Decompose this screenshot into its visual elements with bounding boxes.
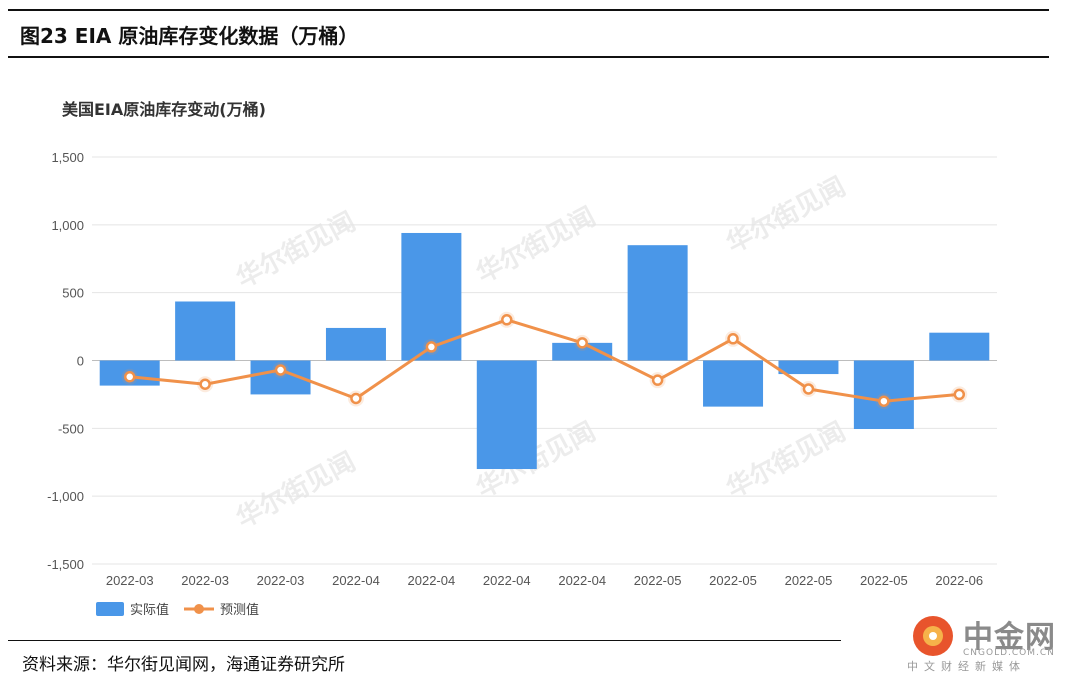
- bar: [627, 245, 688, 361]
- bar: [853, 360, 914, 430]
- x-tick-label: 2022-04: [483, 573, 531, 588]
- data-point: [199, 378, 211, 390]
- title-rule: [8, 56, 1049, 58]
- logo-tagline: 中文财经新媒体: [907, 660, 1026, 673]
- y-tick-label: -1,500: [47, 557, 84, 572]
- data-point: [425, 341, 438, 353]
- data-point: [878, 395, 890, 407]
- legend-label: 实际值: [130, 602, 169, 618]
- y-tick-label: 500: [62, 286, 84, 301]
- data-point: [123, 371, 136, 383]
- x-tick-label: 2022-05: [860, 573, 908, 588]
- y-tick-label: -1,000: [47, 489, 84, 504]
- data-point: [651, 374, 664, 386]
- x-tick-label: 2022-03: [257, 573, 305, 588]
- legend-label: 预测值: [220, 602, 259, 618]
- logo-url: CNGOLD.COM.CN: [963, 648, 1055, 658]
- bar: [929, 332, 990, 361]
- logo-name: 中金网: [963, 620, 1056, 655]
- y-tick-label: 1,000: [51, 218, 84, 233]
- y-tick-label: 0: [77, 354, 84, 369]
- data-point: [274, 364, 287, 376]
- legend-swatch-dot: [194, 604, 204, 614]
- source-rule: [8, 640, 841, 641]
- y-tick-label: -500: [58, 421, 84, 436]
- figure-title: 图23 EIA 原油库存变化数据（万桶）: [20, 24, 359, 48]
- x-tick-label: 2022-04: [408, 573, 456, 588]
- logo-icon: [913, 616, 953, 656]
- logo: 中金网 CNGOLD.COM.CN 中文财经新媒体: [905, 610, 1065, 680]
- x-tick-label: 2022-05: [709, 573, 757, 588]
- x-tick-label: 2022-05: [785, 573, 833, 588]
- data-point: [576, 337, 588, 349]
- data-point: [501, 314, 513, 326]
- data-point: [953, 388, 966, 401]
- x-tick-label: 2022-03: [181, 573, 229, 588]
- data-point: [350, 392, 362, 405]
- chart-canvas: 1,500 1,000 500 0 -500 -1,000 -1,500 2022-03 202…: [47, 150, 997, 618]
- data-point: [727, 333, 739, 345]
- x-tick-label: 2022-04: [332, 573, 380, 588]
- series-line: [129, 318, 960, 403]
- bar: [175, 301, 236, 361]
- bar: [552, 342, 613, 361]
- bar: [778, 360, 839, 375]
- bar: [325, 327, 386, 361]
- legend-swatch-bar: [96, 602, 124, 616]
- x-tick-label: 2022-06: [935, 573, 983, 588]
- x-tick-label: 2022-05: [634, 573, 682, 588]
- bar: [476, 360, 537, 470]
- source-note: 资料来源：华尔街见闻网，海通证券研究所: [22, 655, 345, 675]
- top-rule: [8, 9, 1049, 11]
- y-tick-label: 1,500: [51, 150, 84, 165]
- x-tick-label: 2022-04: [558, 573, 606, 588]
- chart-title: 美国EIA原油库存变动(万桶): [62, 100, 266, 119]
- x-tick-label: 2022-03: [106, 573, 154, 588]
- data-point: [802, 383, 815, 395]
- bar: [703, 360, 764, 407]
